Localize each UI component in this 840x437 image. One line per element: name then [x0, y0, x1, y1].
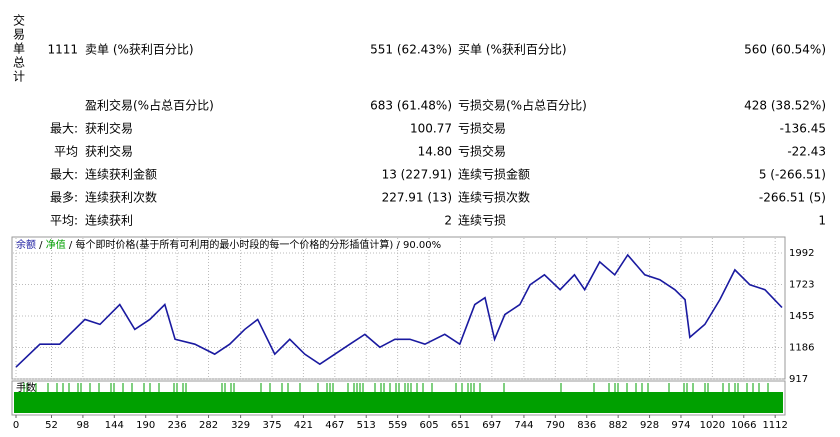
- row-lead: 平均:: [50, 214, 78, 228]
- y-tick-label: 1455: [789, 311, 814, 322]
- row-value: 428 (38.52%): [744, 99, 826, 113]
- row-value: 551 (62.43%): [370, 43, 452, 57]
- row-value: 227.91 (13): [382, 191, 452, 205]
- x-tick-label: 144: [105, 420, 124, 431]
- row-label: 获利交易: [85, 144, 133, 159]
- x-tick-label: 882: [609, 420, 628, 431]
- row-label: 盈利交易(%占总百分比): [85, 98, 214, 113]
- row-label: 连续亏损次数: [458, 190, 530, 205]
- row-value: 100.77: [410, 122, 452, 136]
- row-label: 买单 (%获利百分比): [458, 43, 567, 57]
- legend-entry: 余额: [16, 238, 36, 251]
- lots-band: [14, 392, 783, 413]
- x-tick-label: 329: [231, 420, 250, 431]
- y-tick-label: 1186: [789, 342, 814, 353]
- x-tick-label: 836: [577, 420, 596, 431]
- chart-frame: [11, 236, 786, 380]
- x-tick-label: 1112: [762, 420, 787, 431]
- row-label: 连续亏损: [458, 213, 506, 228]
- x-tick-label: 467: [325, 420, 344, 431]
- row-value: 2: [444, 214, 452, 228]
- x-tick-label: 52: [45, 420, 58, 431]
- row-value: 14.80: [418, 145, 452, 159]
- x-tick-label: 974: [671, 420, 690, 431]
- x-tick-label: 0: [13, 420, 19, 431]
- legend-entry: 净值: [46, 238, 66, 251]
- x-tick-label: 605: [419, 420, 438, 431]
- row-lead: 最大:: [50, 122, 78, 136]
- x-tick-label: 651: [451, 420, 470, 431]
- lots-frame: [11, 380, 786, 416]
- legend-separator: /: [393, 240, 403, 251]
- row-value: 683 (61.48%): [370, 99, 452, 113]
- y-tick-label: 917: [789, 374, 808, 385]
- x-tick-label: 421: [294, 420, 313, 431]
- row-label: 获利交易: [85, 121, 133, 136]
- x-tick-label: 513: [357, 420, 376, 431]
- x-tick-label: 1066: [731, 420, 756, 431]
- legend: 余额 / 净值 / 每个即时价格(基于所有可利用的最小时段的每一个价格的分形插值…: [16, 238, 441, 251]
- row-value: 560 (60.54%): [744, 43, 826, 57]
- row-lead: 平均: [54, 145, 78, 159]
- row-value: -136.45: [780, 122, 826, 136]
- x-tick-label: 744: [514, 420, 533, 431]
- row-label: 连续获利金额: [85, 167, 157, 182]
- legend-entry: 每个即时价格(基于所有可利用的最小时段的每一个价格的分形插值计算): [75, 238, 393, 251]
- row-value: 1: [818, 214, 826, 228]
- row-lead: 最大:: [50, 168, 78, 182]
- row-value: -266.51 (5): [759, 191, 826, 205]
- x-tick-label: 236: [168, 420, 187, 431]
- row-label: 卖单 (%获利百分比): [85, 43, 194, 57]
- x-tick-label: 190: [136, 420, 155, 431]
- row-label: 连续获利: [85, 213, 133, 228]
- x-tick-label: 697: [482, 420, 501, 431]
- row-value: -22.43: [787, 145, 826, 159]
- legend-separator: /: [66, 240, 76, 251]
- row-label: 亏损交易: [458, 144, 506, 159]
- row-lead: 最多:: [50, 191, 78, 205]
- x-tick-label: 928: [640, 420, 659, 431]
- row-label: 亏损交易: [458, 121, 506, 136]
- x-tick-label: 559: [388, 420, 407, 431]
- row-label: 亏损交易(%占总百分比): [458, 98, 587, 113]
- row-value: 13 (227.91): [382, 168, 452, 182]
- row-lead: 1111: [47, 43, 78, 57]
- y-tick-label: 1992: [789, 248, 814, 259]
- lots-label: 手数: [16, 381, 36, 394]
- row-value: 5 (-266.51): [759, 168, 826, 182]
- x-tick-label: 98: [77, 420, 90, 431]
- legend-entry: 90.00%: [403, 240, 441, 251]
- x-tick-label: 790: [546, 420, 565, 431]
- y-tick-label: 1723: [789, 280, 814, 291]
- row-label: 连续获利次数: [85, 190, 157, 205]
- x-tick-label: 375: [262, 420, 281, 431]
- balance-line: [15, 253, 783, 368]
- x-tick-label: 282: [199, 420, 218, 431]
- side-label: 交易单总计: [12, 13, 26, 84]
- x-tick-label: 1020: [700, 420, 725, 431]
- legend-separator: /: [36, 240, 46, 251]
- row-label: 连续亏损金额: [458, 167, 530, 182]
